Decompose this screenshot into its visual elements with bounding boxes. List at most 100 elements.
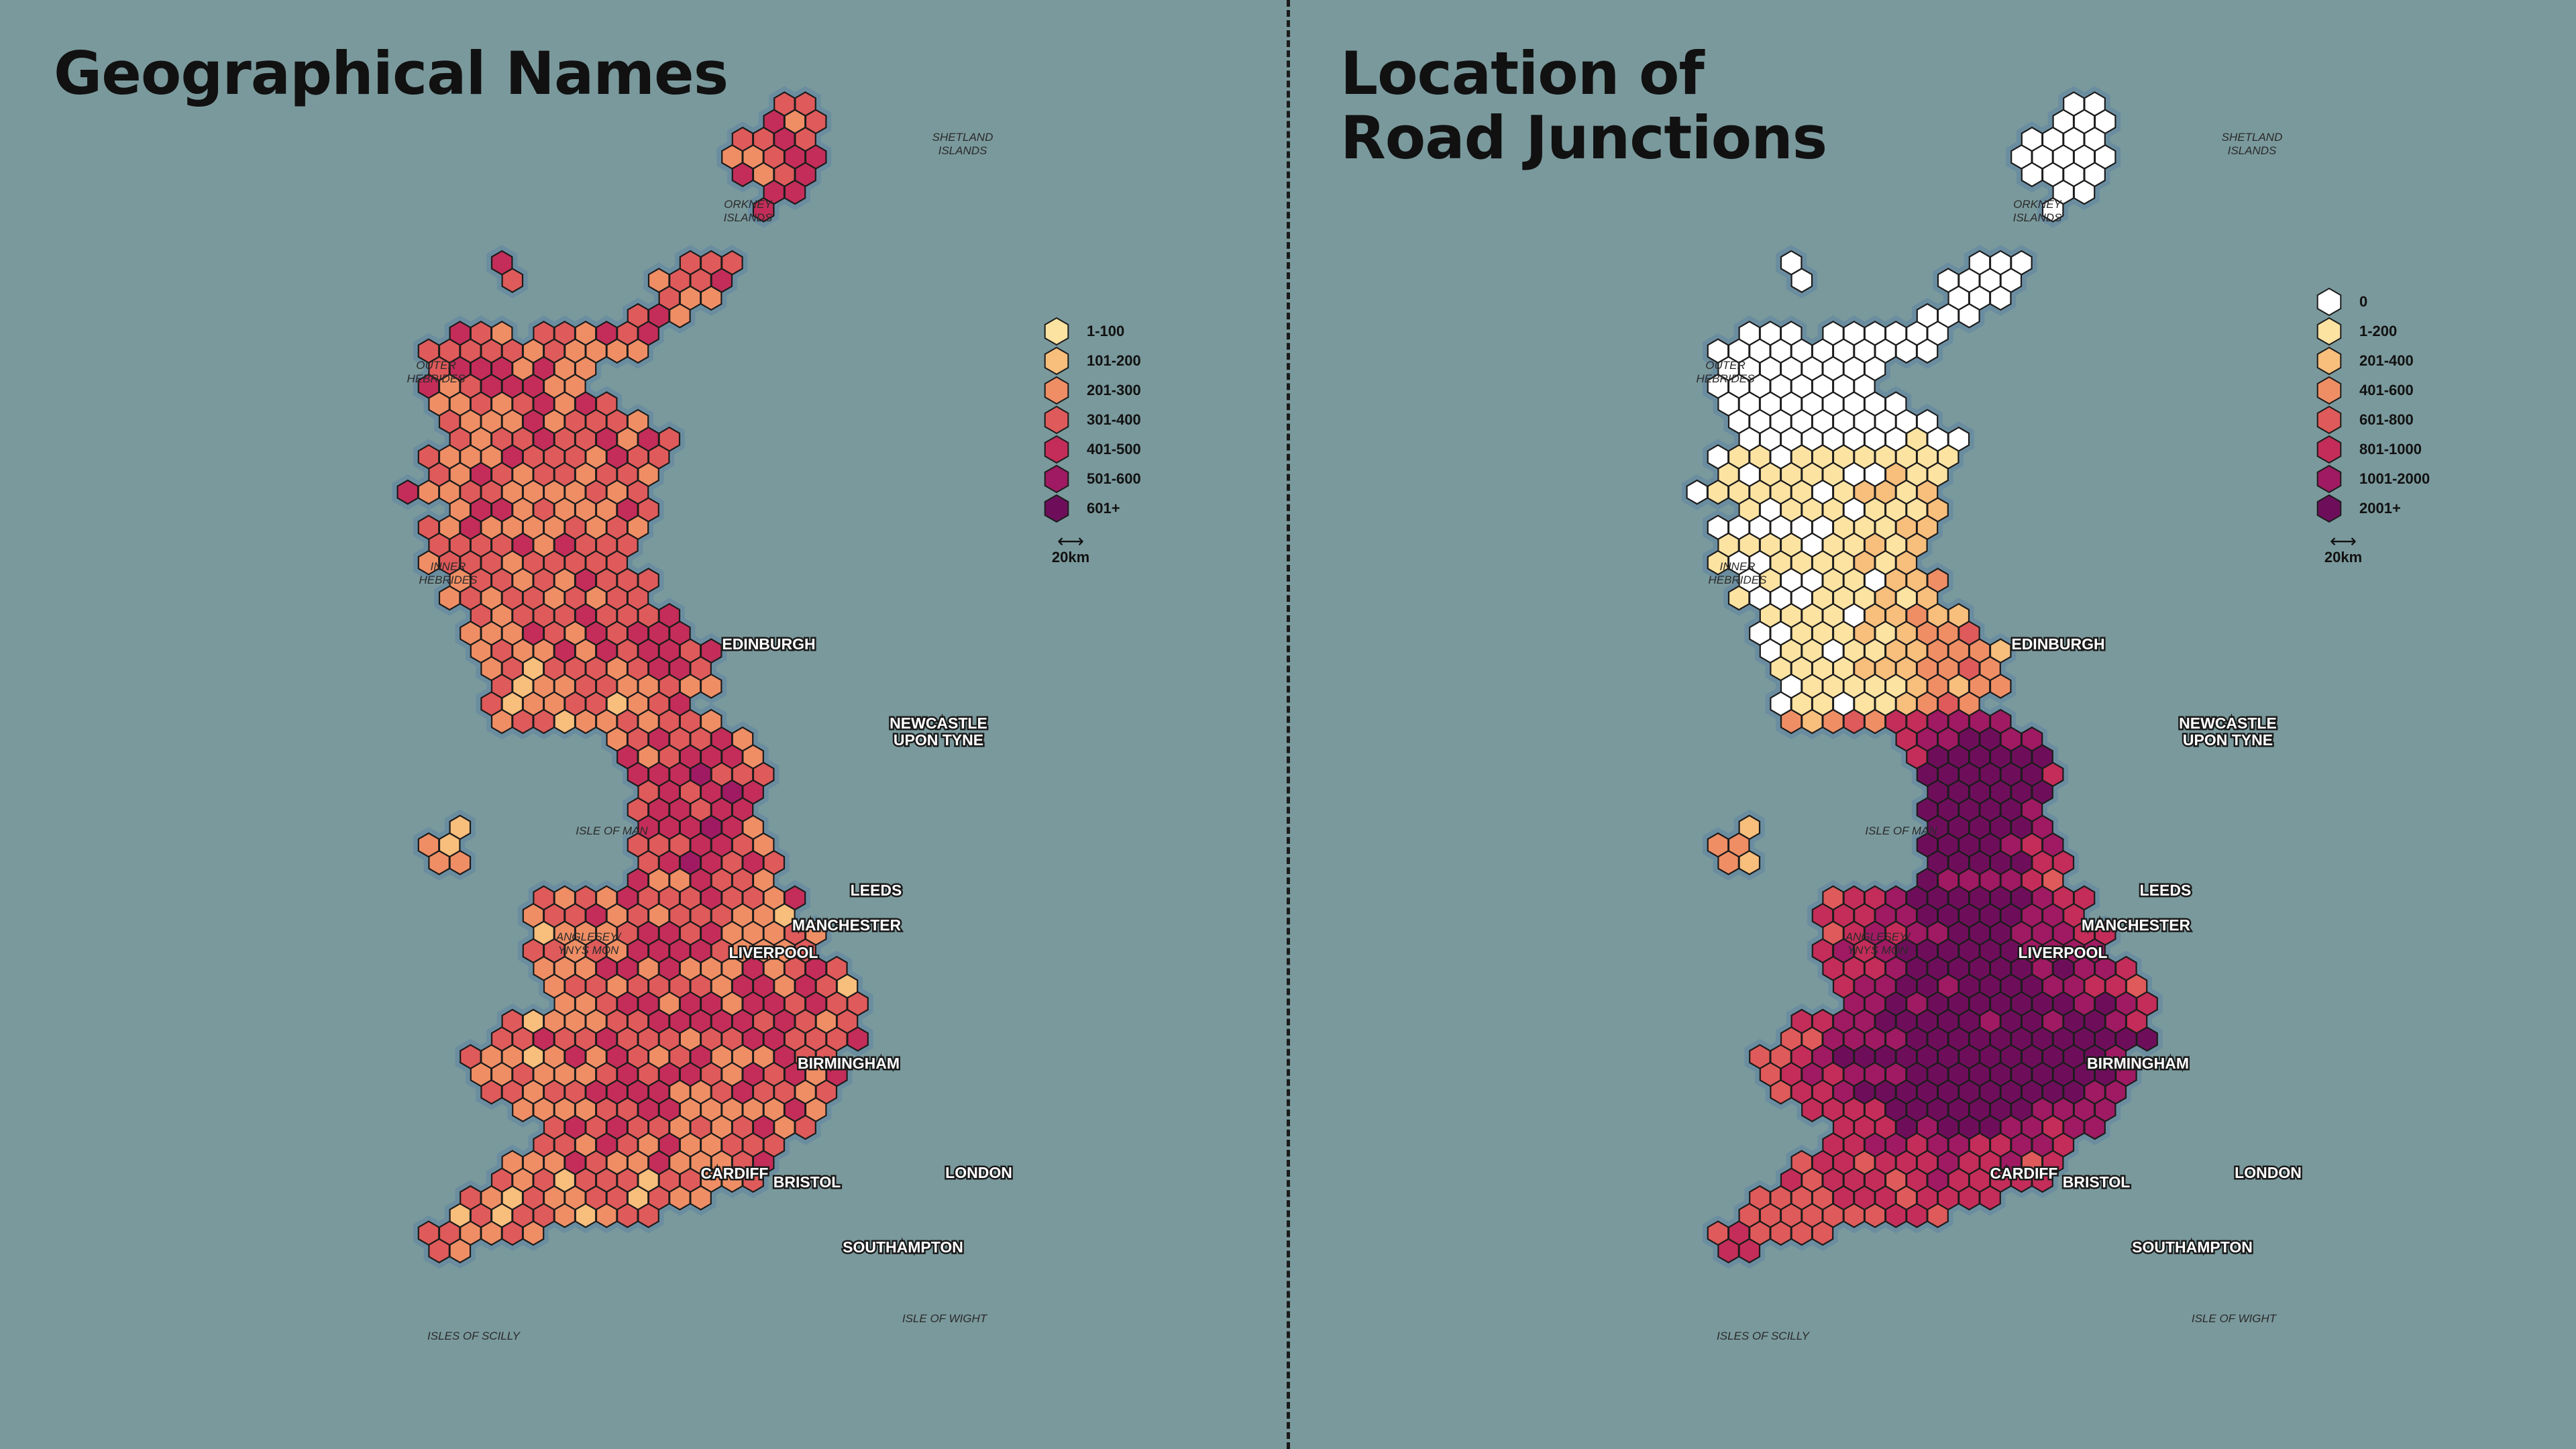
island-label: HEBRIDES bbox=[1697, 372, 1756, 385]
hex-cell bbox=[1822, 708, 1844, 735]
hex-cell bbox=[1790, 268, 1813, 293]
hex-cell bbox=[1811, 1220, 1834, 1246]
hex-cell bbox=[2073, 179, 2096, 205]
hex-cell bbox=[1843, 708, 1866, 735]
legend-hex-swatch bbox=[2316, 346, 2342, 376]
legend-row: 101-200 bbox=[1044, 346, 1141, 376]
legend-hex-swatch bbox=[1044, 494, 1069, 523]
legend-hex-swatch bbox=[2316, 317, 2342, 346]
hex-cell bbox=[1864, 708, 1886, 735]
hex-cell bbox=[1989, 285, 2012, 311]
island-label: ISLANDS bbox=[724, 211, 773, 224]
hex-cell bbox=[417, 479, 440, 505]
island-label: ANGLESEY/ bbox=[555, 930, 623, 943]
hex-cell bbox=[512, 708, 534, 735]
scale-label: 20km bbox=[1051, 549, 1090, 566]
hex-cell bbox=[512, 1097, 534, 1122]
legend-row: 601+ bbox=[1044, 494, 1141, 523]
legend-label: 601-800 bbox=[2359, 411, 2414, 428]
island-label: ANGLESEY/ bbox=[1845, 930, 1912, 943]
city-label: LONDON bbox=[2235, 1164, 2302, 1181]
island-label: ISLES OF SCILLY bbox=[427, 1330, 521, 1342]
hex-cell bbox=[637, 1203, 659, 1228]
island-label: OUTER bbox=[416, 359, 456, 372]
hex-cell bbox=[1770, 1079, 1792, 1105]
island-label: INNER bbox=[1720, 560, 1756, 573]
island-label: ISLE OF WIGHT bbox=[902, 1312, 988, 1325]
hex-cell bbox=[847, 1026, 869, 1052]
hex-cell bbox=[1717, 850, 1739, 875]
legend-row: 0 bbox=[2316, 287, 2430, 317]
hex-cell bbox=[1884, 1203, 1907, 1228]
panel-title-junctions: Location of Road Junctions bbox=[1340, 42, 1827, 170]
hex-cell bbox=[501, 1220, 524, 1246]
city-label: SOUTHAMPTON bbox=[843, 1238, 963, 1256]
island-label: ISLANDS bbox=[2228, 144, 2277, 157]
island-label: YNYS MÔN bbox=[558, 944, 619, 957]
legend-hex-swatch bbox=[2316, 464, 2342, 494]
hex-cell bbox=[553, 1203, 576, 1228]
legend-row: 501-600 bbox=[1044, 464, 1141, 494]
city-label: LEEDS bbox=[2140, 881, 2192, 899]
hex-cell bbox=[522, 1220, 545, 1246]
legend-hex-swatch bbox=[1044, 346, 1069, 376]
hex-cell bbox=[742, 1167, 764, 1193]
island-label: OUTER bbox=[1705, 359, 1746, 372]
hex-cell bbox=[669, 303, 691, 329]
legend-label: 1-100 bbox=[1087, 323, 1125, 339]
hex-cell bbox=[700, 285, 722, 311]
legend-hex-swatch bbox=[2316, 405, 2342, 435]
legend-hex-swatch bbox=[2316, 376, 2342, 405]
hex-cell bbox=[1979, 1185, 2001, 1211]
legend-row: 601-800 bbox=[2316, 405, 2430, 435]
scale-arrow-icon: ⟷ bbox=[2329, 530, 2357, 552]
hex-cell bbox=[731, 162, 754, 188]
hex-cell bbox=[574, 1203, 597, 1228]
city-label: BRISTOL bbox=[773, 1173, 841, 1191]
legend-label: 0 bbox=[2359, 293, 2368, 310]
hex-cell bbox=[1770, 1220, 1792, 1246]
island-label: YNYS MÔN bbox=[1847, 944, 1909, 957]
legend-hex-swatch bbox=[1044, 376, 1069, 405]
legend-junctions: 0 1-200 201-400 401-600 601-800 801-1000 1001-… bbox=[2316, 287, 2430, 566]
island-label: ISLE OF MAN bbox=[576, 824, 648, 837]
city-label: BRISTOL bbox=[2063, 1173, 2131, 1191]
legend-row: 2001+ bbox=[2316, 494, 2430, 523]
legend-label: 2001+ bbox=[2359, 500, 2401, 517]
hex-cell bbox=[1843, 1203, 1866, 1228]
city-label: CARDIFF bbox=[701, 1165, 769, 1182]
hex-cell bbox=[669, 1185, 691, 1211]
legend-label: 101-200 bbox=[1087, 352, 1141, 369]
scale-arrow-icon: ⟷ bbox=[1057, 530, 1085, 552]
hex-cell bbox=[1790, 1220, 1813, 1246]
title-line: Road Junctions bbox=[1340, 103, 1827, 172]
legend-hex-swatch bbox=[2316, 287, 2342, 317]
hex-cell bbox=[428, 850, 450, 875]
legend-hex-swatch bbox=[2316, 494, 2342, 523]
legend-hex-swatch bbox=[1044, 464, 1069, 494]
hex-cell bbox=[2031, 1167, 2053, 1193]
city-label: UPON TYNE bbox=[894, 731, 983, 749]
legend-label: 201-400 bbox=[2359, 352, 2414, 369]
city-label: LONDON bbox=[945, 1164, 1012, 1181]
legend-label: 1-200 bbox=[2359, 323, 2398, 339]
hex-cell bbox=[1686, 479, 1709, 505]
hex-cell bbox=[1738, 850, 1761, 875]
island-label: HEBRIDES bbox=[1709, 574, 1768, 586]
hex-cell bbox=[700, 674, 722, 699]
city-label: LIVERPOOL bbox=[729, 944, 818, 961]
legend-label: 501-600 bbox=[1087, 470, 1141, 487]
legend-hex-swatch bbox=[1044, 317, 1069, 346]
city-label: BIRMINGHAM bbox=[798, 1055, 900, 1072]
city-label: EDINBURGH bbox=[2011, 635, 2104, 653]
hex-cell bbox=[1707, 479, 1729, 505]
hex-cell bbox=[1717, 1238, 1739, 1264]
hex-cell bbox=[2021, 162, 2043, 188]
hex-cell bbox=[784, 179, 806, 205]
legend-row: 201-300 bbox=[1044, 376, 1141, 405]
hex-cells bbox=[1686, 91, 2158, 1264]
legend-row: 201-400 bbox=[2316, 346, 2430, 376]
island-label: ISLANDS bbox=[2013, 211, 2062, 224]
